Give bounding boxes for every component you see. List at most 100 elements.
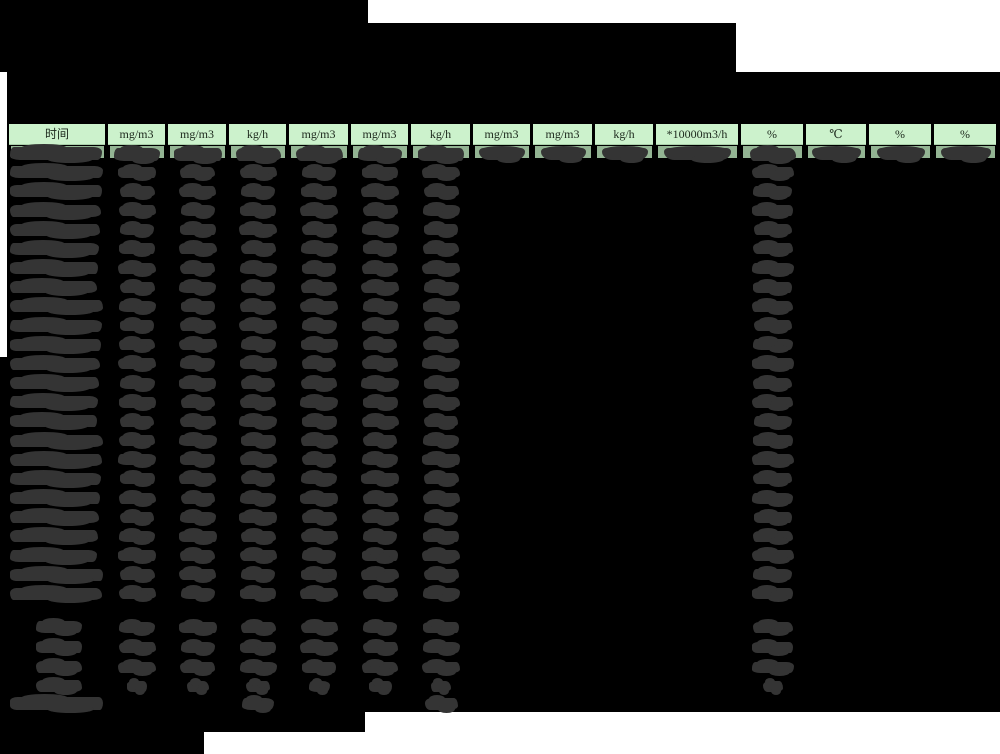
redacted-cell-blob	[120, 413, 154, 430]
redacted-cell-blob	[362, 509, 399, 526]
redacted-cell-blob	[296, 145, 343, 164]
redacted-cell-blob	[664, 146, 731, 163]
redacted-cell-blob	[358, 145, 402, 164]
redacted-cell-blob	[180, 355, 215, 372]
redacted-cell-blob	[10, 144, 102, 163]
redacted-cell-blob	[752, 585, 793, 602]
redacted-cell-blob	[361, 183, 399, 200]
redacted-cell-blob	[118, 659, 156, 676]
redacted-cell-blob	[240, 260, 277, 277]
redacted-cell-blob	[424, 279, 459, 296]
redacted-cell-blob	[302, 451, 336, 468]
redacted-cell-blob	[752, 298, 793, 315]
redacted-cell-blob	[423, 298, 460, 315]
redacted-cell-blob	[119, 528, 155, 545]
redacted-cell-blob	[361, 566, 399, 583]
header-cell-11: %	[741, 124, 803, 145]
redacted-time-blob	[10, 297, 103, 315]
redacted-time-blob	[10, 508, 99, 526]
redacted-cell-blob	[239, 509, 277, 526]
redacted-cell-blob	[181, 490, 215, 507]
redacted-cell-blob	[241, 566, 275, 583]
redacted-cell-blob	[120, 221, 154, 238]
redacted-summary-label-blob	[36, 658, 82, 676]
redacted-cell-blob	[753, 566, 792, 583]
redacted-cell-blob	[179, 566, 216, 583]
redacted-cell-blob	[752, 547, 794, 564]
redacted-summary-label-blob	[36, 618, 82, 636]
redacted-cell-blob	[752, 659, 794, 676]
redacted-cell-blob	[422, 260, 460, 277]
redacted-cell-blob	[302, 317, 337, 334]
redacted-cell-blob	[363, 585, 398, 602]
redacted-time-blob	[10, 278, 97, 296]
redacted-cell-blob	[242, 695, 274, 713]
redacted-cell-blob	[425, 695, 458, 713]
header-cell-1: mg/m3	[108, 124, 165, 145]
redacted-cell-blob	[302, 260, 336, 277]
redacted-cell-blob	[753, 432, 793, 449]
redacted-cell-blob	[424, 375, 459, 392]
redacted-time-blob	[10, 221, 100, 239]
redacted-cell-blob	[541, 146, 586, 163]
redacted-cell-blob	[180, 509, 216, 526]
redacted-cell-blob	[114, 145, 160, 164]
redacted-cell-blob	[418, 145, 464, 164]
redacted-cell-blob	[301, 240, 338, 257]
redacted-cell-blob	[362, 547, 398, 564]
redacted-cell-blob	[301, 183, 337, 200]
redacted-time-blob	[10, 240, 99, 258]
redacted-time-blob	[10, 182, 102, 200]
redacted-cell-blob	[424, 566, 459, 583]
redacted-cell-blob	[752, 164, 794, 181]
redacted-cell-blob	[363, 528, 397, 545]
redacted-time-blob	[10, 527, 98, 545]
redacted-time-blob	[10, 451, 102, 469]
redacted-cell-blob	[301, 470, 337, 487]
redacted-cell-blob	[752, 394, 793, 411]
redacted-cell-blob	[241, 432, 276, 449]
redacted-cell-blob	[753, 619, 793, 636]
redacted-cell-blob	[120, 509, 154, 526]
header-cell-13: %	[869, 124, 931, 145]
redacted-time-blob	[10, 470, 101, 488]
redacted-cell-blob	[180, 413, 216, 430]
redacted-cell-blob	[241, 470, 275, 487]
redaction-block-top-subtitle	[0, 23, 736, 72]
redacted-cell-blob	[301, 566, 337, 583]
redacted-cell-blob	[301, 528, 338, 545]
redacted-cell-blob	[180, 317, 216, 334]
redacted-cell-blob	[361, 375, 399, 392]
redacted-cell-blob	[240, 639, 276, 656]
redacted-cell-blob	[119, 639, 156, 656]
redacted-cell-blob	[423, 336, 459, 353]
redacted-time-blob	[10, 412, 97, 430]
redacted-cell-blob	[752, 451, 794, 468]
redacted-cell-blob	[241, 619, 276, 636]
redacted-cell-blob	[362, 221, 399, 238]
redacted-cell-blob	[750, 145, 796, 164]
redacted-cell-blob	[240, 164, 277, 181]
redacted-cell-blob	[424, 413, 458, 430]
header-cell-4: mg/m3	[289, 124, 348, 145]
redacted-cell-blob	[423, 490, 460, 507]
redacted-summary-label-blob	[36, 638, 82, 656]
redacted-cell-blob	[179, 470, 216, 487]
redacted-cell-blob	[754, 221, 792, 238]
header-cell-10: *10000m3/h	[656, 124, 738, 145]
redacted-cell-blob	[300, 202, 338, 219]
redacted-cell-blob	[240, 298, 276, 315]
redacted-cell-blob	[301, 279, 337, 296]
redacted-cell-blob	[120, 317, 154, 334]
redacted-cell-blob	[752, 355, 794, 372]
redacted-cell-blob	[120, 183, 155, 200]
redacted-cell-blob	[362, 317, 399, 334]
redacted-cell-blob	[246, 678, 270, 695]
redacted-cell-blob	[179, 279, 216, 296]
redacted-cell-blob	[119, 394, 156, 411]
redacted-summary-label-blob	[36, 677, 82, 695]
redacted-cell-blob	[119, 619, 155, 636]
redacted-time-blob	[10, 259, 98, 277]
redacted-cell-blob	[241, 279, 275, 296]
